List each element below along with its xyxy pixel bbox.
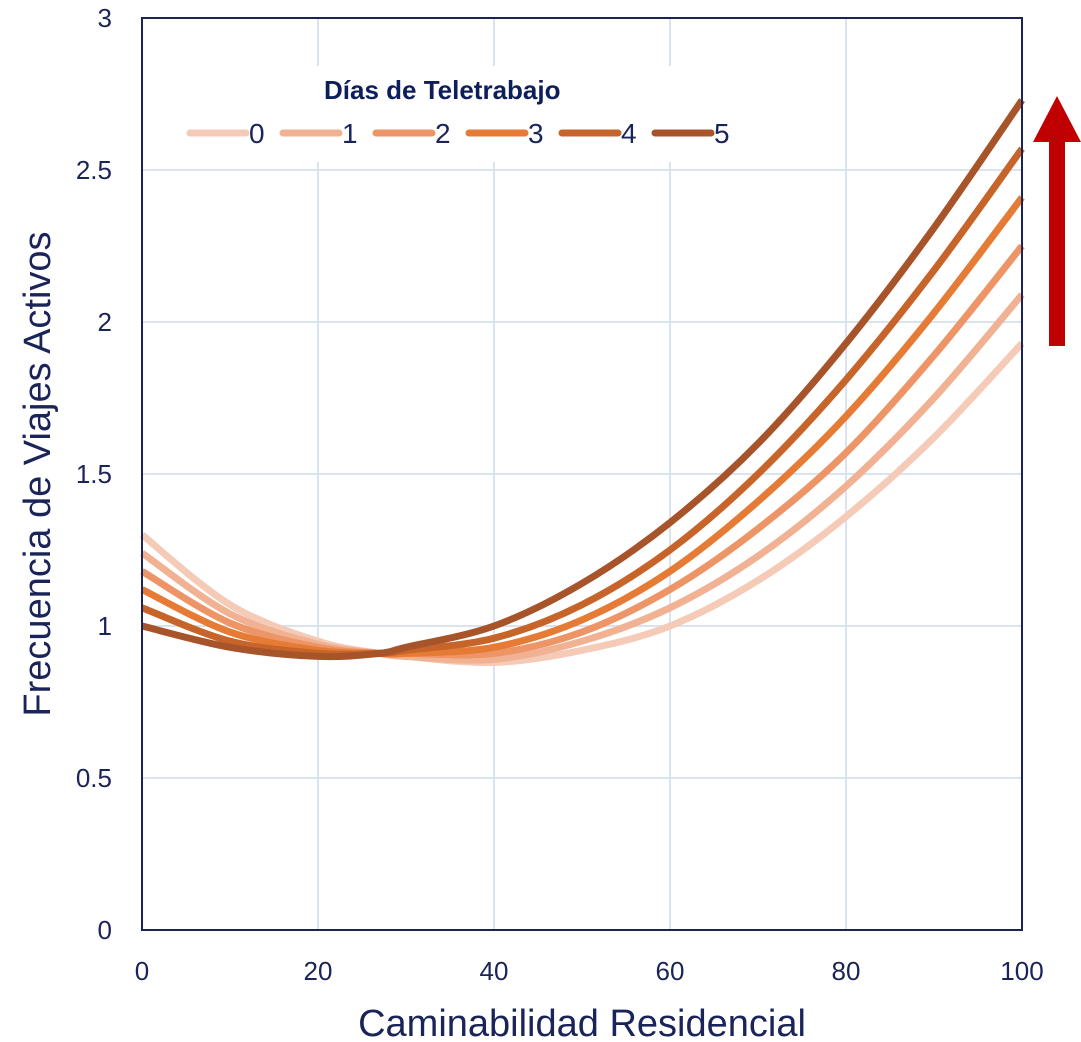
legend-title: Días de Teletrabajo	[324, 75, 561, 105]
legend-items: 0 1 2 3 4 5	[186, 118, 730, 149]
x-tick-label: 80	[832, 956, 861, 986]
plot-frame	[141, 17, 1023, 931]
x-tick-label: 0	[135, 956, 149, 986]
y-tick-label: 2.5	[76, 155, 112, 185]
arrow-shaft	[1049, 140, 1065, 346]
x-tick-label: 20	[304, 956, 333, 986]
series-line-5	[141, 98, 1025, 661]
series-line-0	[139, 340, 1025, 667]
series-lines	[139, 98, 1025, 667]
up-arrow-annotation	[1033, 96, 1081, 346]
legend-background	[180, 66, 740, 162]
y-tick-label: 3	[98, 3, 112, 33]
y-tick-label: 1	[98, 611, 112, 641]
y-tick-label: 1.5	[76, 459, 112, 489]
y-axis-title: Frecuencia de Viajes Activos	[17, 231, 59, 716]
x-tick-label: 60	[656, 956, 685, 986]
x-axis-title: Caminabilidad Residencial	[358, 1003, 806, 1042]
y-tick-label: 0	[98, 915, 112, 945]
legend: Días de Teletrabajo 0 1 2 3 4 5	[180, 66, 740, 162]
y-tick-label: 0.5	[76, 763, 112, 793]
gridlines	[142, 18, 1022, 930]
x-tick-label: 100	[1000, 956, 1043, 986]
x-tick-label: 40	[480, 956, 509, 986]
legend-label-3: 3	[528, 118, 544, 149]
y-tick-labels: 0 0.5 1 1.5 2 2.5 3	[76, 3, 112, 945]
series-line-1	[140, 292, 1025, 664]
legend-label-1: 1	[342, 118, 358, 149]
arrow-head	[1033, 96, 1081, 142]
legend-label-5: 5	[714, 118, 730, 149]
legend-label-2: 2	[435, 118, 451, 149]
x-tick-labels: 0 20 40 60 80 100	[135, 956, 1044, 986]
legend-label-0: 0	[249, 118, 265, 149]
legend-label-4: 4	[621, 118, 637, 149]
series-line-2	[140, 243, 1025, 659]
y-tick-label: 2	[98, 307, 112, 337]
